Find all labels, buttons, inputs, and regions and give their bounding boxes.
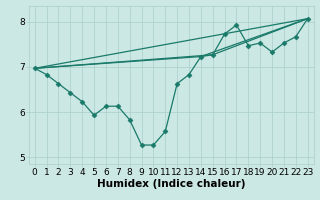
X-axis label: Humidex (Indice chaleur): Humidex (Indice chaleur): [97, 179, 245, 189]
